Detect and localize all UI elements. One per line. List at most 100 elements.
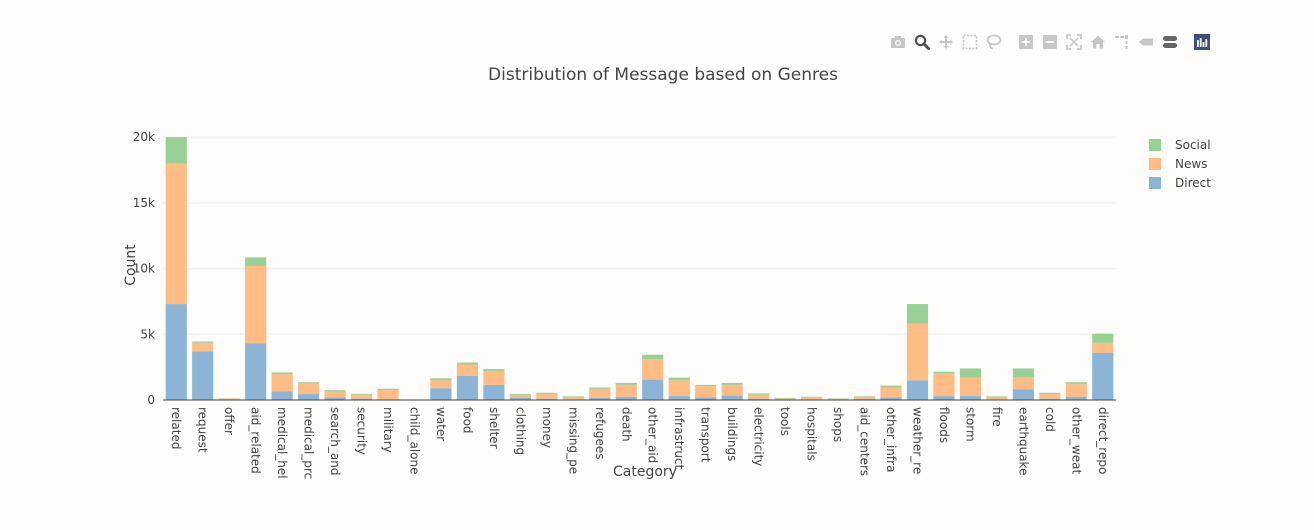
reset-axes-button[interactable] (1086, 32, 1110, 52)
bar-direct[interactable] (298, 394, 320, 400)
bar-social[interactable] (959, 368, 981, 378)
bar-news[interactable] (456, 364, 479, 376)
autoscale-button[interactable] (1062, 32, 1086, 52)
bar-social[interactable] (800, 396, 823, 398)
bar-direct[interactable] (324, 397, 346, 400)
bar-news[interactable] (1039, 394, 1061, 399)
legend-item-news[interactable]: News (1149, 157, 1207, 171)
legend-item-direct[interactable]: Direct (1149, 176, 1211, 190)
bar-social[interactable] (324, 390, 346, 392)
bar-direct[interactable] (1039, 398, 1061, 400)
bar-social[interactable] (1065, 382, 1087, 385)
bar-social[interactable] (748, 393, 770, 395)
bar-social[interactable] (933, 371, 955, 374)
bar-direct[interactable] (350, 398, 373, 400)
box-select-button[interactable] (958, 32, 982, 52)
download-plot-button[interactable] (886, 32, 910, 52)
bar-news[interactable] (668, 380, 690, 397)
bar-news[interactable] (350, 394, 373, 399)
bar-news[interactable] (642, 359, 664, 380)
bar-direct[interactable] (1012, 389, 1034, 400)
bar-social[interactable] (695, 384, 717, 387)
bar-news[interactable] (218, 398, 240, 400)
bar-social[interactable] (880, 385, 902, 388)
bar-news[interactable] (721, 384, 743, 396)
bar-direct[interactable] (536, 398, 558, 400)
bar-direct[interactable] (642, 379, 664, 400)
zoom-in-button[interactable] (1014, 32, 1038, 52)
bar-social[interactable] (774, 397, 796, 399)
bar-social[interactable] (986, 396, 1008, 397)
bar-direct[interactable] (483, 384, 505, 400)
bar-news[interactable] (880, 387, 902, 398)
bar-news[interactable] (562, 396, 584, 400)
bar-news[interactable] (853, 396, 876, 399)
hover-compare-button[interactable] (1158, 32, 1182, 52)
bar-news[interactable] (906, 323, 929, 381)
bar-news[interactable] (615, 384, 637, 397)
bar-news[interactable] (800, 397, 823, 400)
bar-social[interactable] (456, 362, 479, 365)
bar-social[interactable] (350, 393, 373, 395)
bar-news[interactable] (430, 380, 452, 389)
bar-news[interactable] (324, 391, 346, 398)
bar-social[interactable] (377, 388, 399, 391)
bar-news[interactable] (1065, 384, 1087, 397)
spike-lines-button[interactable] (1110, 32, 1134, 52)
bar-news[interactable] (748, 394, 770, 399)
bar-direct[interactable] (853, 398, 876, 400)
bar-news[interactable] (165, 163, 187, 305)
bar-social[interactable] (589, 387, 611, 389)
bar-direct[interactable] (880, 397, 902, 400)
bar-news[interactable] (774, 398, 796, 400)
bar-social[interactable] (853, 396, 876, 397)
bar-social[interactable] (642, 354, 664, 360)
bar-social[interactable] (245, 257, 267, 266)
bar-direct[interactable] (245, 343, 267, 400)
bar-direct[interactable] (192, 351, 214, 400)
bar-news[interactable] (377, 390, 399, 400)
bar-news[interactable] (192, 342, 214, 352)
bar-news[interactable] (509, 395, 531, 398)
bar-social[interactable] (192, 341, 214, 343)
bar-social[interactable] (615, 382, 637, 385)
bar-news[interactable] (1012, 377, 1034, 390)
bar-social[interactable] (536, 392, 558, 395)
bar-direct[interactable] (1092, 352, 1114, 400)
bar-direct[interactable] (933, 396, 955, 400)
pan-button[interactable] (934, 32, 958, 52)
bar-direct[interactable] (721, 395, 743, 400)
lasso-select-button[interactable] (982, 32, 1006, 52)
bar-direct[interactable] (589, 398, 611, 400)
bar-social[interactable] (165, 137, 187, 164)
bar-social[interactable] (483, 369, 505, 372)
bar-news[interactable] (483, 371, 505, 385)
bar-news[interactable] (271, 374, 293, 392)
bar-news[interactable] (298, 383, 320, 395)
bar-social[interactable] (562, 396, 584, 397)
bar-social[interactable] (298, 382, 320, 384)
bar-social[interactable] (430, 378, 452, 381)
bar-social[interactable] (1092, 333, 1114, 343)
bar-news[interactable] (959, 377, 981, 397)
bar-news[interactable] (245, 265, 267, 344)
bar-direct[interactable] (509, 397, 531, 400)
bar-direct[interactable] (695, 397, 717, 400)
bar-news[interactable] (1092, 342, 1114, 353)
bar-news[interactable] (589, 388, 611, 399)
bar-news[interactable] (986, 396, 1008, 400)
bar-social[interactable] (1012, 368, 1034, 377)
bar-social[interactable] (721, 382, 743, 385)
bar-social[interactable] (509, 394, 531, 396)
bar-social[interactable] (271, 372, 293, 375)
legend-item-social[interactable]: Social (1149, 138, 1211, 152)
bar-direct[interactable] (906, 380, 929, 400)
bar-social[interactable] (1039, 392, 1061, 395)
bar-direct[interactable] (959, 396, 981, 400)
bar-social[interactable] (906, 304, 929, 324)
zoom-button[interactable] (910, 32, 934, 52)
bar-direct[interactable] (668, 396, 690, 400)
bar-direct[interactable] (615, 396, 637, 400)
bar-news[interactable] (827, 398, 849, 400)
zoom-out-button[interactable] (1038, 32, 1062, 52)
